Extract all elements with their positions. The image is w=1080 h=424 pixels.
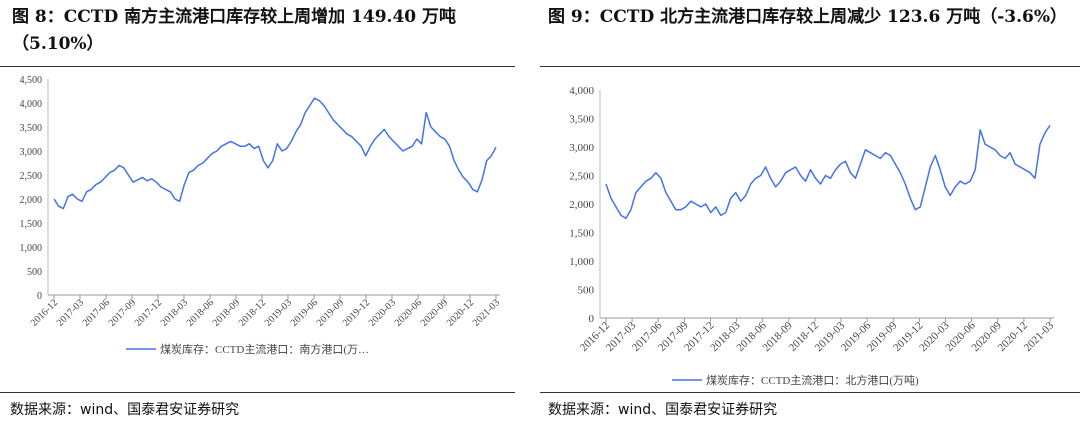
right-source-note: 数据来源：wind、国泰君安证券研究 <box>548 402 778 418</box>
left-x-tick-label: 2020-09 <box>419 297 450 328</box>
left-chart-title: 图 8：CCTD 南方主流港口库存较上周增加 149.40 万吨（5.10%） <box>12 7 457 54</box>
left-x-tick-label: 2018-09 <box>211 297 242 328</box>
left-x-tick-label: 2019-03 <box>263 297 294 328</box>
left-y-tick-label: 1,000 <box>20 243 43 254</box>
left-x-tick-label: 2021-03 <box>471 297 502 328</box>
left-y-tick-label: 4,000 <box>20 99 43 110</box>
left-x-tick-label: 2017-06 <box>81 297 112 328</box>
left-y-tick-label: 0 <box>37 291 42 302</box>
right-series-line <box>605 124 1051 220</box>
left-line-chart: 0 500 1,000 1,500 2,000 2,500 3,000 3,500 4,000 4… <box>20 75 503 356</box>
left-y-tick-label: 2,500 <box>20 171 43 182</box>
left-x-tick-label: 2018-03 <box>159 297 190 328</box>
left-y-tick-label: 4,500 <box>20 75 43 86</box>
right-y-tick-label: 3,000 <box>569 142 594 154</box>
right-y-tick-label: 0 <box>589 313 595 325</box>
left-title-rule <box>0 66 515 67</box>
left-y-tick-label: 500 <box>27 267 42 278</box>
right-chart-title: 图 9：CCTD 北方主流港口库存较上周减少 123.6 万吨（-3.6%） <box>548 7 1067 27</box>
right-line-chart: 0 500 1,000 1,500 2,000 2,500 3,000 3,500 4,000 2… <box>569 85 1057 387</box>
right-y-tick-label: 4,000 <box>569 85 594 97</box>
left-y-tick-label: 3,000 <box>20 147 43 158</box>
left-x-tick-label: 2017-03 <box>55 297 86 328</box>
left-x-tick-label: 2016-12 <box>29 297 60 328</box>
left-y-tick-label: 3,500 <box>20 123 43 134</box>
left-x-tick-label: 2019-09 <box>315 297 346 328</box>
left-x-tick-label: 2017-09 <box>107 297 138 328</box>
left-x-tick-label: 2018-06 <box>185 297 216 328</box>
left-x-tick-label: 2017-12 <box>133 297 164 328</box>
left-y-tick-label: 2,000 <box>20 195 43 206</box>
left-x-tick-label: 2018-12 <box>237 297 268 328</box>
right-legend-label: 煤炭库存：CCTD主流港口：北方港口(万吨) <box>706 373 919 387</box>
left-series-line <box>53 97 497 210</box>
left-legend-label: 煤炭库存：CCTD主流港口：南方港口(万… <box>160 342 369 356</box>
left-x-tick-label: 2019-12 <box>341 297 372 328</box>
left-x-tick-label: 2020-03 <box>367 297 398 328</box>
right-source-rule <box>540 392 1080 393</box>
right-y-tick-label: 500 <box>578 285 595 297</box>
left-x-tick-label: 2019-06 <box>289 297 320 328</box>
left-source-rule <box>0 392 515 393</box>
right-y-tick-label: 1,500 <box>569 228 594 240</box>
left-source-note: 数据来源：wind、国泰君安证券研究 <box>10 402 240 418</box>
left-x-tick-label: 2020-12 <box>445 297 476 328</box>
right-y-tick-label: 1,000 <box>569 256 594 268</box>
right-x-tick-label: 2021-03 <box>1022 319 1057 354</box>
right-y-tick-label: 3,500 <box>569 114 594 126</box>
left-x-tick-label: 2020-06 <box>393 297 424 328</box>
left-y-tick-label: 1,500 <box>20 219 43 230</box>
right-title-rule <box>540 66 1080 67</box>
right-y-tick-label: 2,500 <box>569 171 594 183</box>
right-y-tick-label: 2,000 <box>569 199 594 211</box>
